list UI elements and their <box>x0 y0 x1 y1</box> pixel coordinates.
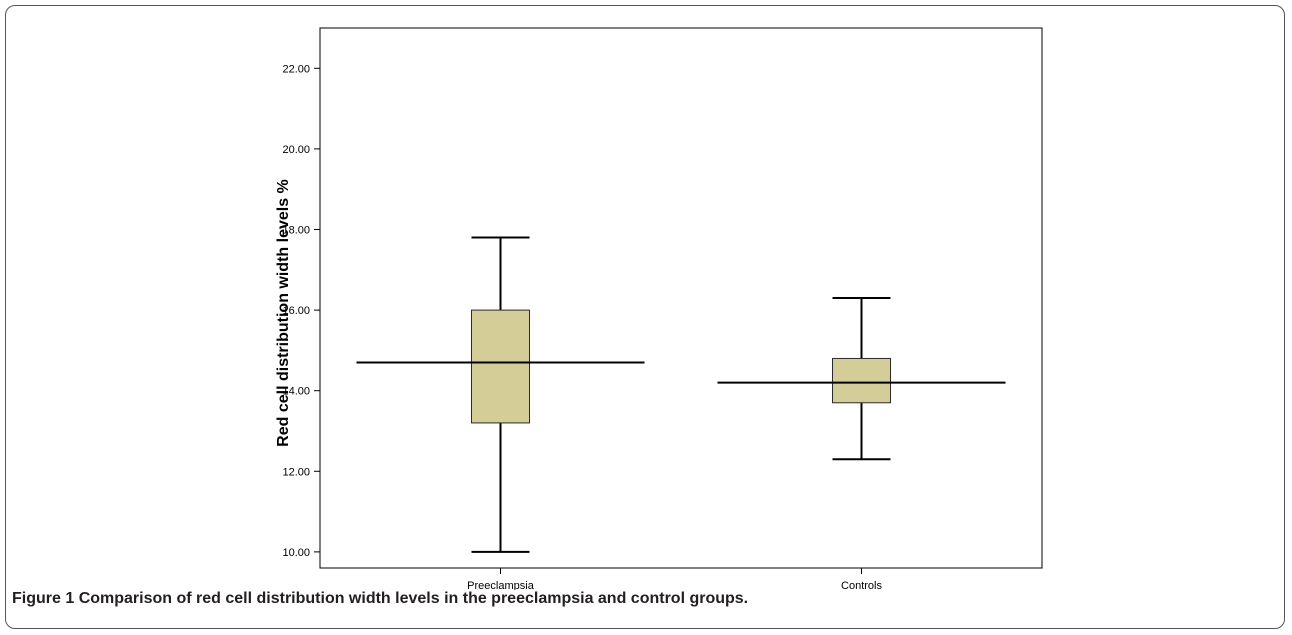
y-axis-label: Red cell distribution width levels % <box>275 179 292 447</box>
plot-area <box>319 27 1043 569</box>
iqr-box <box>471 309 530 424</box>
iqr-box <box>832 357 891 404</box>
x-tick-label: Preeclampsia <box>467 580 535 590</box>
y-axis-ticks: 10.00 12.00 14.00 16.00 18.00 20.00 22.00 <box>282 63 320 559</box>
figure-label: Figure 1 <box>12 590 75 607</box>
x-axis-ticks: Preeclampsia Controls <box>467 568 882 590</box>
y-tick-label: 16.00 <box>282 305 310 317</box>
boxplot-chart: 10.00 12.00 14.00 16.00 18.00 20.00 22.00 Pree… <box>275 27 1043 590</box>
figure-caption: Figure 1 Comparison of red cell distribu… <box>12 590 748 608</box>
y-tick-label: 10.00 <box>282 547 310 559</box>
y-tick-label: 20.00 <box>282 144 310 156</box>
boxes <box>356 236 1006 553</box>
box-controls <box>717 297 1006 461</box>
x-tick-label: Controls <box>841 580 882 590</box>
y-tick-label: 22.00 <box>282 63 310 75</box>
figure-frame <box>5 5 1285 629</box>
figure-caption-text: Comparison of red cell distribution widt… <box>78 590 749 607</box>
y-tick-label: 12.00 <box>282 466 310 478</box>
box-preeclampsia <box>356 236 645 553</box>
y-tick-label: 18.00 <box>282 224 310 236</box>
y-tick-label: 14.00 <box>282 386 310 398</box>
